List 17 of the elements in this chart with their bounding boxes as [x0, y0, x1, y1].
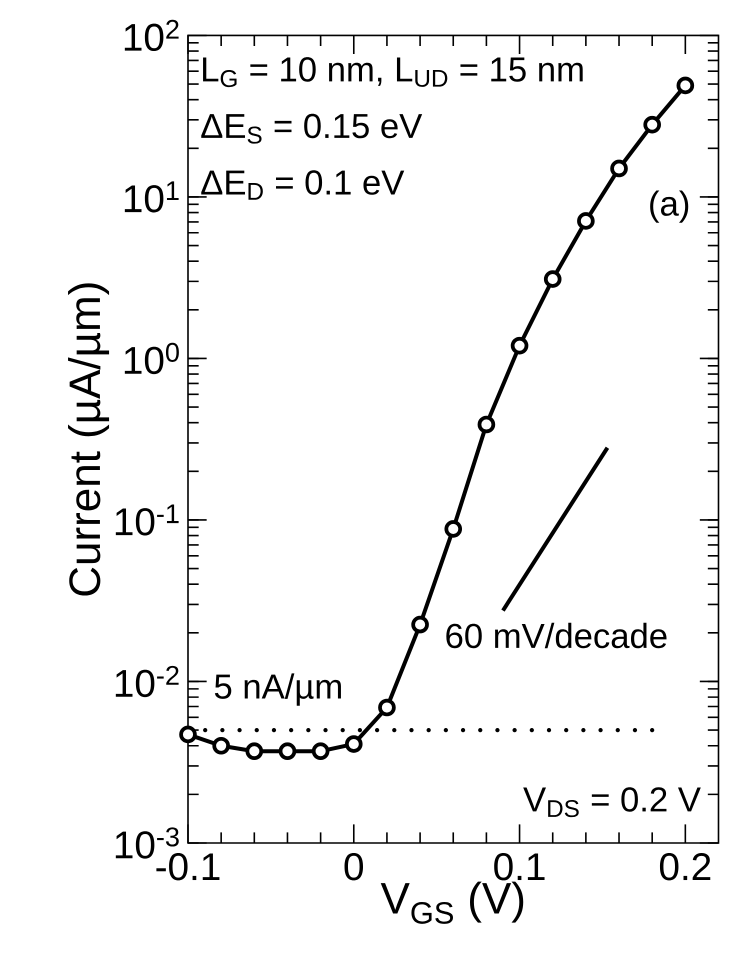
x-axis-title: V$_{GS}$ (V)	[380, 882, 524, 924]
y-tick-label: 10$^{0}$	[124, 342, 179, 374]
y-axis-title: Current (µA/µm)	[68, 283, 110, 596]
annotation: 60 mV/decade	[446, 622, 667, 648]
y-tick-label: 10$^{1}$	[124, 181, 179, 212]
annotation: ΔE$_{D}$ = 0.1 eV	[201, 170, 404, 200]
y-tick-label: 10$^{2}$	[124, 20, 179, 52]
x-tick-label: 0.1	[494, 853, 545, 880]
y-tick-label: 10$^{-2}$	[116, 666, 179, 698]
x-tick-label: 0.2	[660, 853, 710, 880]
annotation: 5 nA/µm	[214, 673, 341, 706]
annotation: ΔE$_{S}$ = 0.15 eV	[201, 114, 422, 144]
annotation: L$_{G}$ = 10 nm, L$_{UD}$ = 15 nm	[203, 57, 583, 88]
annotation: (a)	[650, 190, 688, 223]
annotation: V$_{DS}$ = 0.2 V	[523, 787, 701, 818]
y-tick-label: 10$^{-1}$	[116, 504, 179, 536]
x-tick-label: 0	[344, 853, 364, 880]
